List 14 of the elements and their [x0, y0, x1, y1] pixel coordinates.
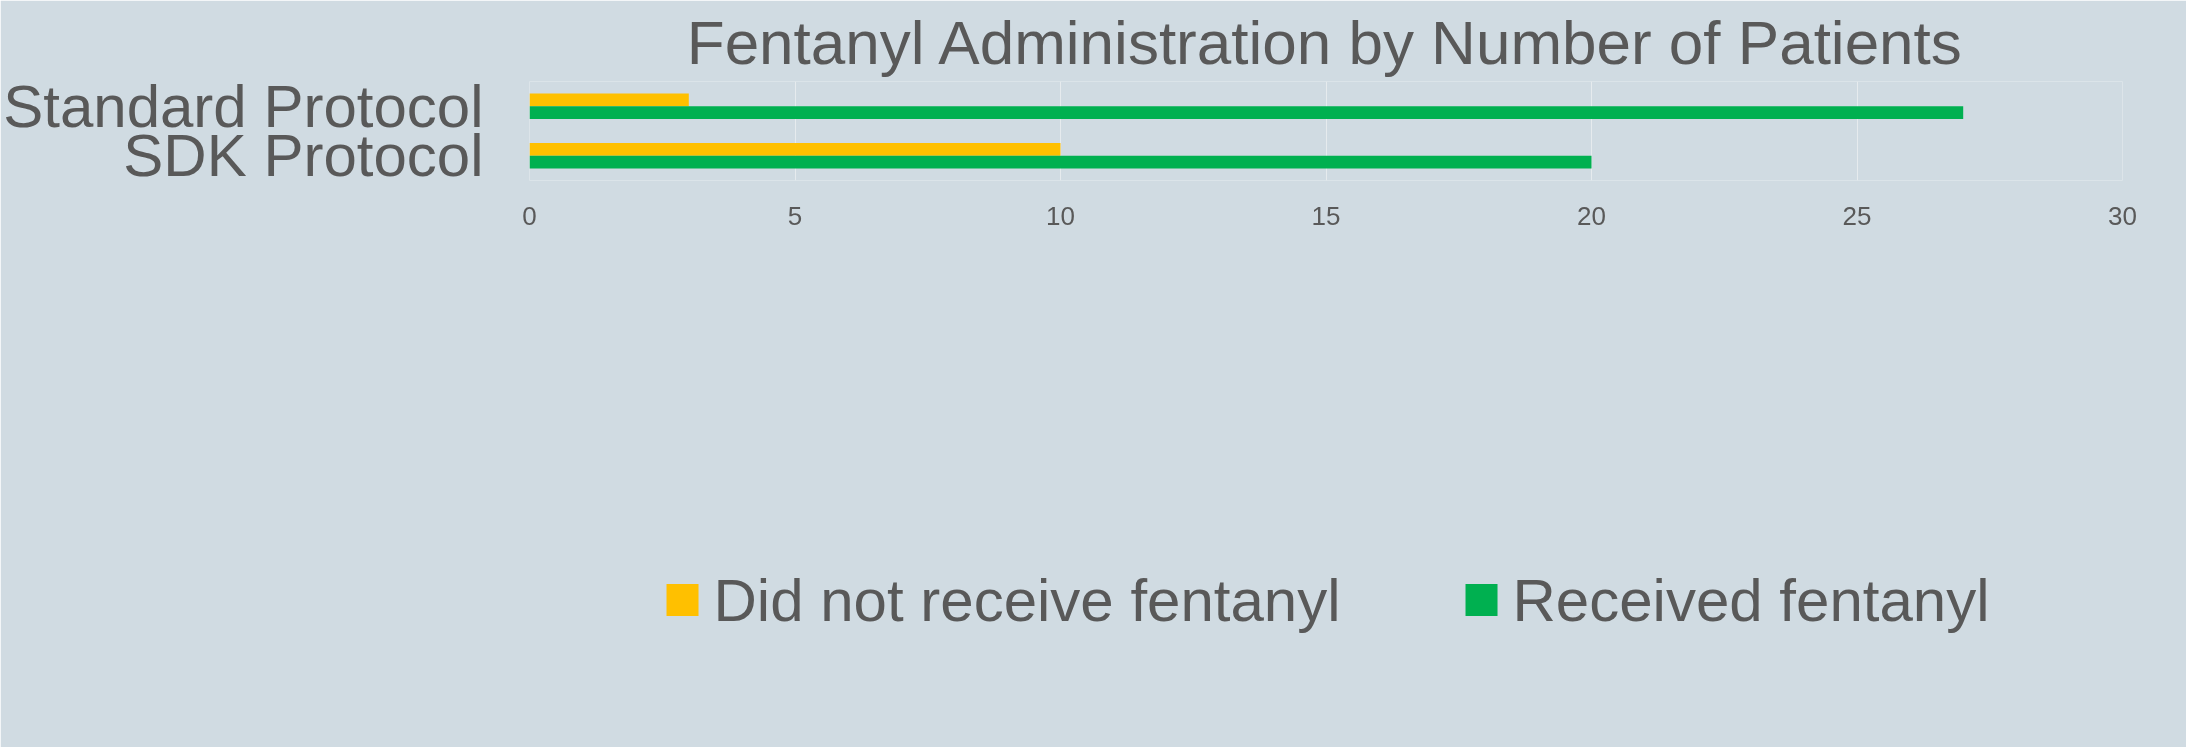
bar — [529, 93, 689, 107]
bar — [529, 106, 1964, 120]
x-tick-label: 20 — [1577, 200, 1606, 231]
x-tick-label: 15 — [1311, 200, 1341, 231]
x-tick-label: 10 — [1046, 200, 1075, 231]
x-tick-label: 25 — [1842, 200, 1872, 231]
bar — [529, 142, 1061, 156]
chart-title: Fentanyl Administration by Number of Patients — [686, 7, 1962, 77]
x-tick-label: 0 — [522, 200, 537, 231]
bar — [529, 155, 1592, 169]
x-tick-label: 30 — [2108, 200, 2137, 231]
x-tick-label: 5 — [787, 200, 803, 231]
legend-label: Received fentanyl — [1512, 565, 1990, 635]
legend-label: Did not receive fentanyl — [713, 565, 1341, 635]
